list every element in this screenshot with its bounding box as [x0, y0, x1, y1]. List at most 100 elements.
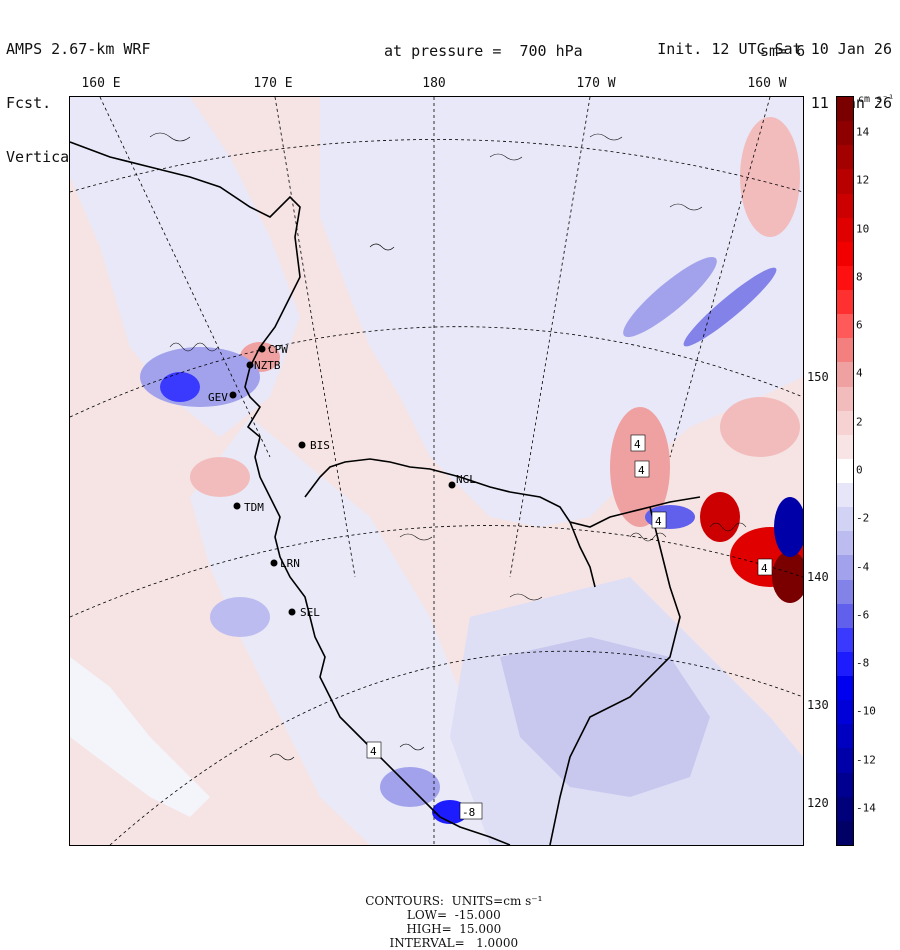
footer-interval: INTERVAL= 1.0000: [389, 936, 519, 950]
colorbar-units: cm s⁻¹: [858, 94, 895, 105]
colorbar-segment-neg-11: [837, 724, 853, 749]
pressure-level: at pressure = 700 hPa: [384, 42, 583, 60]
station-dot-gev[interactable]: [229, 391, 237, 399]
blue-region-interior: [500, 637, 710, 797]
station-dot-sel[interactable]: [288, 608, 296, 616]
smoothing-value: sm= 6: [760, 42, 806, 60]
colorbar-segment-pos-3: [837, 386, 853, 412]
station-dot-nztb[interactable]: [246, 361, 254, 369]
contour-label-2: 4: [638, 464, 645, 477]
colorbar-segment-pos-13: [837, 145, 853, 170]
model-title: AMPS 2.67-km WRF: [6, 40, 151, 58]
footer: CONTOURS: UNITS=cm s⁻¹ LOW= -15.000 HIGH…: [0, 880, 900, 950]
station-dot-tdm[interactable]: [233, 502, 241, 510]
colorbar-segment-pos-2: [837, 410, 853, 436]
colorbar-tick-label: -14: [856, 801, 876, 815]
colorbar-segment-neg-14: [837, 796, 853, 822]
contour-value-labels: 4 4 4 4 4 -8: [366, 434, 773, 820]
colorbar-segment-pos-12: [837, 169, 853, 194]
colorbar-segment-pos-1: [837, 434, 853, 460]
footer-low: LOW= -15.000: [406, 908, 501, 922]
colorbar-segment-pos-4: [837, 362, 853, 388]
colorbar-segment-neg-12: [837, 748, 853, 774]
station-label-ngl: NGL: [456, 473, 476, 486]
colorbar-segment-neg-9: [837, 676, 853, 701]
updraft-core-3: [772, 551, 803, 603]
colorbar-segment-neg-15: [837, 820, 853, 846]
downdraft-band-2: [683, 267, 777, 347]
station-label-bis: BIS: [310, 439, 330, 452]
colorbar-tick-label: 4: [856, 366, 863, 380]
lon-label-170w: 170 W: [576, 76, 616, 91]
colorbar-segment-neg-7: [837, 627, 853, 653]
graticule: [70, 97, 803, 845]
colorbar-segment-pos-11: [837, 193, 853, 219]
colorbar-segment-neg-5: [837, 579, 853, 605]
colorbar-segment-pos-5: [837, 338, 853, 363]
contour-label-3: 4: [655, 515, 662, 528]
updraft-patch-3: [720, 397, 800, 457]
colorbar-tick-label: -6: [856, 608, 870, 622]
lat-label-150w: 150 W: [807, 370, 844, 384]
downdraft-core-1: [160, 372, 200, 402]
colorbar-segment-zero: [837, 458, 853, 484]
map-canvas: CPW NZTB GEV BIS NGL TDM LRN SEL 4 4 4 4: [70, 97, 803, 845]
station-dot-bis[interactable]: [298, 441, 306, 449]
colorbar-segment-pos-8: [837, 265, 853, 291]
colorbar-tick-label: 12: [856, 173, 870, 187]
blue-region-transantarctic: [190, 417, 520, 845]
station-label-nztb: NZTB: [254, 359, 281, 372]
lat-label-130: 130: [807, 698, 829, 712]
lat-label-120: 120: [807, 796, 829, 810]
colorbar-segment-pos-14: [837, 121, 853, 146]
lat-label-140w: 140 W: [807, 570, 844, 584]
contour-label-6: -8: [462, 806, 475, 819]
colorbar-segment-neg-4: [837, 555, 853, 581]
colorbar-tick-label: 10: [856, 222, 870, 236]
colorbar-tick-label: -4: [856, 560, 870, 574]
colorbar-segment-neg-2: [837, 507, 853, 532]
station-label-lrn: LRN: [280, 557, 300, 570]
contour-lines: [149, 132, 747, 761]
colorbar-tick-label: -12: [856, 753, 876, 767]
colorbar-segment-neg-1: [837, 483, 853, 508]
colorbar-tick-label: 0: [856, 463, 863, 477]
colorbar-tick-label: 6: [856, 318, 863, 332]
updraft-patch-4: [190, 457, 250, 497]
colorbar-tick-label: -8: [856, 656, 870, 670]
downdraft-band-1: [623, 256, 717, 338]
ice-area-south: [70, 657, 210, 817]
colorbar-tick-label: 2: [856, 415, 863, 429]
blue-region-north: [320, 97, 803, 527]
footer-high: HIGH= 15.000: [406, 922, 502, 936]
station-dot-ngl[interactable]: [448, 481, 456, 489]
colorbar-segment-neg-3: [837, 531, 853, 556]
stations: CPW NZTB GEV BIS NGL TDM LRN SEL: [208, 343, 476, 619]
station-dot-lrn[interactable]: [270, 559, 278, 567]
colorbar-segment-pos-15: [837, 97, 853, 122]
colorbar: [836, 96, 854, 846]
colorbar-tick-label: -2: [856, 511, 870, 525]
downdraft-patch-3: [210, 597, 270, 637]
colorbar-tick-label: -10: [856, 704, 876, 718]
colorbar-tick-label: 14: [856, 125, 870, 139]
colorbar-segment-neg-13: [837, 772, 853, 798]
station-dot-cpw[interactable]: [258, 345, 266, 353]
updraft-core-1: [700, 492, 740, 542]
station-label-sel: SEL: [300, 606, 320, 619]
coastline: [70, 141, 701, 845]
colorbar-segment-pos-10: [837, 217, 853, 243]
colorbar-segment-neg-10: [837, 700, 853, 725]
lon-label-160w: 160 W: [747, 76, 787, 91]
station-label-gev: GEV: [208, 391, 228, 404]
lon-label-170e: 170 E: [253, 76, 293, 91]
updraft-patch-2: [740, 117, 800, 237]
lon-label-160e: 160 E: [81, 76, 121, 91]
downdraft-core-2: [774, 497, 803, 557]
station-label-cpw: CPW: [268, 343, 288, 356]
station-label-tdm: TDM: [244, 501, 264, 514]
colorbar-segment-pos-6: [837, 314, 853, 339]
contour-label-1: 4: [634, 438, 641, 451]
colorbar-segment-pos-9: [837, 241, 853, 267]
colorbar-segment-neg-6: [837, 603, 853, 629]
